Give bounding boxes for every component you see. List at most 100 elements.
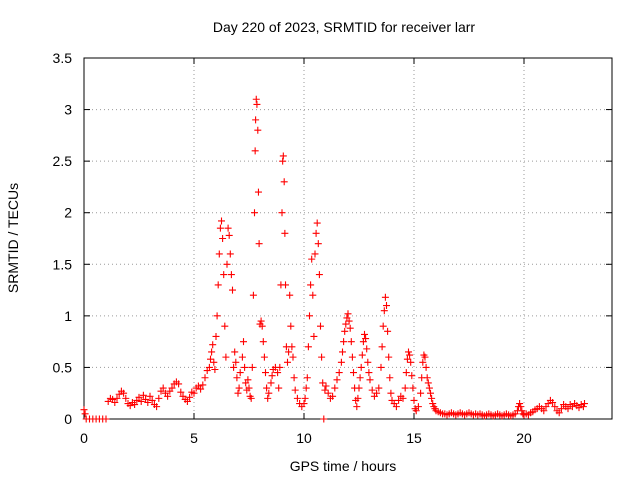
- data-point: [80, 406, 88, 414]
- data-point: [225, 231, 233, 239]
- data-point: [190, 389, 198, 397]
- data-point: [265, 389, 273, 397]
- data-point: [357, 363, 365, 371]
- data-point: [315, 271, 323, 279]
- data-point: [350, 369, 357, 377]
- data-point: [229, 286, 236, 294]
- data-point: [168, 384, 176, 392]
- data-point: [287, 322, 295, 330]
- data-point: [555, 409, 563, 417]
- data-point: [223, 260, 231, 268]
- data-point: [300, 400, 308, 408]
- data-point: [302, 384, 310, 392]
- data-point: [252, 116, 260, 124]
- data-point: [241, 363, 249, 371]
- data-point: [232, 358, 240, 366]
- data-point: [210, 358, 218, 366]
- data-point: [301, 394, 309, 402]
- data-point: [564, 405, 572, 413]
- data-point: [557, 405, 565, 413]
- data-point: [581, 400, 588, 408]
- data-point: [540, 407, 548, 415]
- data-point: [131, 401, 139, 409]
- data-point: [406, 351, 414, 359]
- data-point: [417, 389, 425, 397]
- data-point: [267, 379, 275, 387]
- data-point: [219, 235, 227, 242]
- data-point: [264, 394, 272, 402]
- data-point: [258, 322, 266, 330]
- data-point: [395, 396, 403, 404]
- data-point: [354, 394, 362, 402]
- data-point: [425, 384, 433, 392]
- data-point: [280, 178, 288, 186]
- data-point: [424, 379, 432, 387]
- data-point: [309, 291, 317, 299]
- data-point: [385, 353, 393, 361]
- plot-frame: [83, 57, 613, 420]
- data-point: [311, 250, 319, 258]
- x-tick-label: 15: [406, 430, 422, 446]
- data-point: [231, 348, 239, 356]
- data-point: [356, 374, 364, 382]
- data-point: [284, 358, 291, 366]
- data-point: [122, 394, 130, 402]
- data-point: [251, 209, 258, 217]
- data-point: [209, 341, 217, 349]
- data-point: [212, 332, 220, 340]
- y-tick-label: 1: [64, 308, 72, 324]
- data-point: [355, 384, 363, 392]
- y-axis-title: SRMTID / TECUs: [5, 183, 21, 293]
- data-point: [260, 353, 268, 361]
- data-point: [183, 397, 191, 405]
- data-point: [102, 415, 110, 423]
- data-point: [278, 209, 286, 217]
- data-point: [363, 345, 371, 353]
- data-point: [346, 324, 354, 332]
- data-point: [429, 400, 437, 408]
- data-point: [365, 369, 373, 377]
- data-point: [318, 353, 326, 361]
- data-point: [317, 322, 324, 330]
- data-point: [331, 384, 339, 392]
- x-axis-title: GPS time / hours: [290, 458, 397, 474]
- data-point: [244, 376, 252, 384]
- y-tick-label: 3.5: [53, 50, 73, 66]
- data-point: [230, 363, 238, 371]
- data-point: [402, 369, 410, 377]
- y-tick-label: 3: [64, 102, 72, 118]
- data-point: [245, 384, 253, 392]
- data-point: [407, 358, 415, 366]
- data-point: [387, 389, 395, 397]
- data-point: [381, 293, 389, 301]
- data-point: [249, 291, 257, 299]
- data-point: [321, 386, 329, 394]
- data-point: [308, 255, 316, 263]
- data-point: [306, 312, 313, 320]
- data-point: [220, 271, 228, 279]
- data-point: [236, 369, 244, 377]
- data-point: [368, 386, 376, 394]
- data-point: [579, 403, 587, 411]
- data-point: [111, 398, 119, 406]
- data-point: [240, 338, 247, 346]
- data-point: [392, 403, 400, 411]
- data-point: [291, 386, 299, 394]
- y-tick-label: 2: [64, 205, 72, 221]
- data-point: [279, 157, 287, 165]
- data-point: [375, 384, 383, 392]
- data-point: [358, 351, 366, 359]
- data-point: [186, 393, 194, 401]
- data-point: [379, 322, 387, 330]
- data-point: [275, 384, 283, 392]
- data-point: [427, 389, 434, 397]
- data-point: [289, 353, 297, 361]
- x-tick-label: 5: [190, 430, 198, 446]
- data-point: [257, 317, 265, 325]
- data-point: [215, 250, 223, 258]
- data-point: [159, 384, 167, 392]
- data-point: [208, 348, 216, 356]
- data-point: [235, 384, 243, 392]
- data-point: [254, 126, 262, 134]
- data-point: [380, 307, 388, 315]
